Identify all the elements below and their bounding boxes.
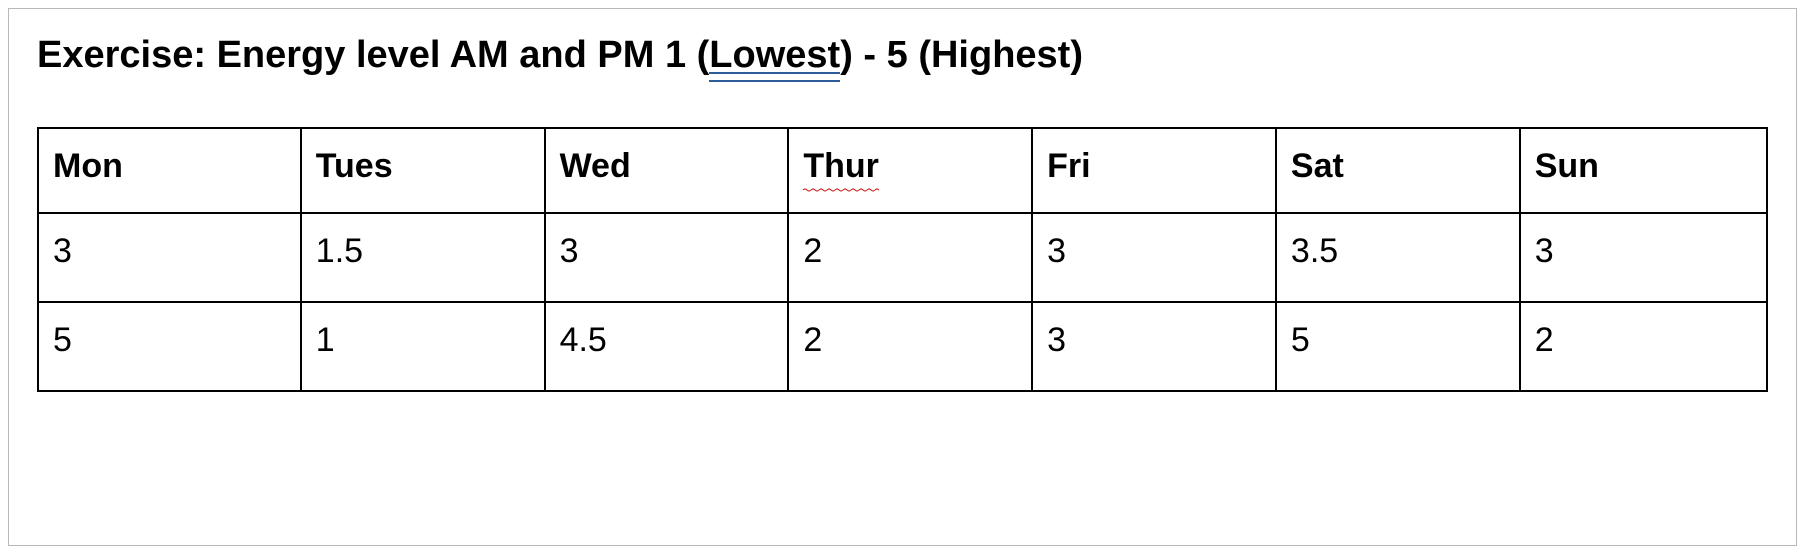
title-prefix: Exercise: Energy level AM and PM 1 ( bbox=[37, 34, 709, 76]
title-lowest-word: Lowest bbox=[709, 33, 840, 79]
cell: 3 bbox=[1032, 213, 1276, 302]
cell: 3.5 bbox=[1276, 213, 1520, 302]
title-highest-part: 5 (Highest) bbox=[876, 34, 1083, 76]
cell: 3 bbox=[545, 213, 789, 302]
col-header-wed: Wed bbox=[545, 128, 789, 213]
exercise-panel: Exercise: Energy level AM and PM 1 (Lowe… bbox=[8, 8, 1797, 546]
energy-table: Mon Tues Wed Thur Fri Sat Sun 3 1.5 3 2 … bbox=[37, 127, 1768, 392]
cell: 2 bbox=[788, 213, 1032, 302]
col-header-thur: Thur bbox=[788, 128, 1032, 213]
panel-title: Exercise: Energy level AM and PM 1 (Lowe… bbox=[37, 33, 1768, 79]
title-close-dash: ) - bbox=[840, 34, 876, 76]
col-header-tues: Tues bbox=[301, 128, 545, 213]
table-row: 5 1 4.5 2 3 5 2 bbox=[38, 302, 1767, 391]
table-row: 3 1.5 3 2 3 3.5 3 bbox=[38, 213, 1767, 302]
cell: 5 bbox=[38, 302, 301, 391]
cell: 3 bbox=[1520, 213, 1767, 302]
col-header-thur-text: Thur bbox=[803, 147, 879, 186]
col-header-mon: Mon bbox=[38, 128, 301, 213]
table-header-row: Mon Tues Wed Thur Fri Sat Sun bbox=[38, 128, 1767, 213]
cell: 2 bbox=[1520, 302, 1767, 391]
col-header-fri: Fri bbox=[1032, 128, 1276, 213]
cell: 2 bbox=[788, 302, 1032, 391]
cell: 5 bbox=[1276, 302, 1520, 391]
cell: 4.5 bbox=[545, 302, 789, 391]
col-header-sun: Sun bbox=[1520, 128, 1767, 213]
cell: 1.5 bbox=[301, 213, 545, 302]
cell: 3 bbox=[38, 213, 301, 302]
col-header-sat: Sat bbox=[1276, 128, 1520, 213]
cell: 1 bbox=[301, 302, 545, 391]
cell: 3 bbox=[1032, 302, 1276, 391]
